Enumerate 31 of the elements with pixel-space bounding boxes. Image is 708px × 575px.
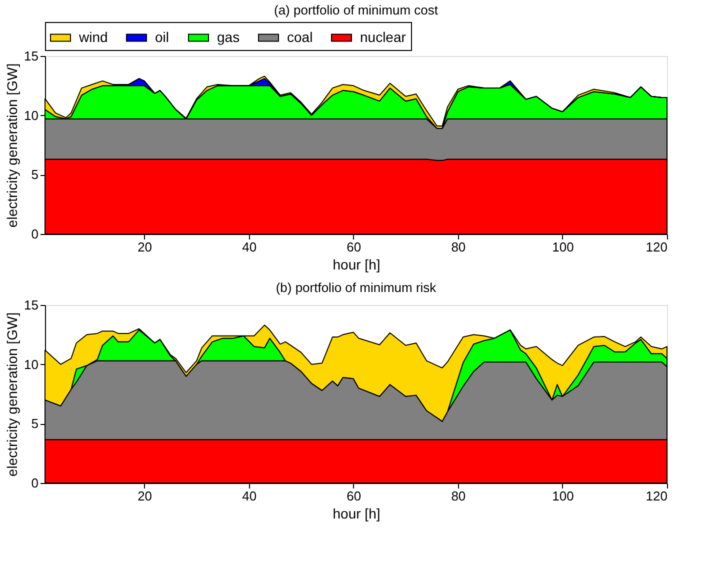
x-tick-label: 120 [646,488,668,504]
legend-label: nuclear [360,28,406,45]
y-tick-label: 5 [31,416,38,432]
y-tick-label: 10 [24,356,38,372]
legend-label: wind [78,28,108,45]
legend-label: oil [155,28,170,45]
x-tick-label: 60 [346,488,362,504]
x-tick-label: 80 [451,240,466,254]
x-tick-label: 100 [552,240,574,254]
x-tick-label: 40 [242,488,257,504]
y-tick-label: 5 [31,167,38,182]
chart-title: (a) portfolio of minimum cost [274,2,438,18]
y-tick-label: 15 [24,48,38,64]
x-axis-title: hour [h] [332,506,380,522]
x-tick-label: 100 [552,488,574,504]
x-tick-label: 20 [138,488,152,504]
x-tick-label: 40 [242,240,257,254]
y-axis-title: electricity generation [GW] [4,63,20,228]
chart-title: (b) portfolio of minimum risk [276,280,437,295]
legend-label: gas [217,28,240,45]
y-tick-label: 10 [24,108,38,123]
x-tick-label: 120 [646,240,668,254]
y-tick-label: 0 [31,226,38,242]
x-tick-label: 80 [451,488,466,504]
x-axis-title: hour [h] [332,256,380,272]
y-tick-label: 0 [31,476,38,490]
y-axis-title: electricity generation [GW] [4,312,20,477]
x-tick-label: 20 [138,240,152,254]
y-tick-label: 15 [24,298,38,312]
x-tick-label: 60 [346,240,362,254]
legend-label: coal [287,28,313,45]
